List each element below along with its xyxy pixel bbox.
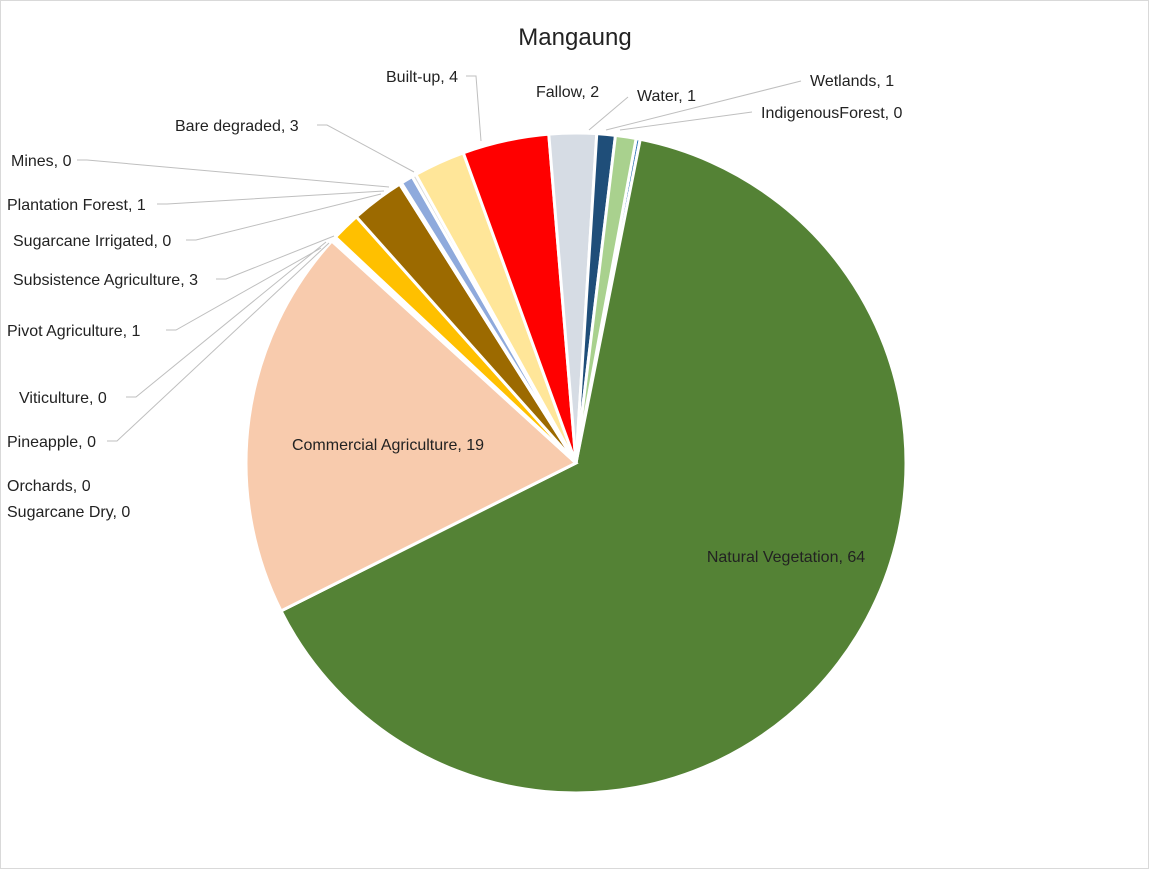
data-label-wetlands: Wetlands, 1 [810, 73, 894, 90]
leader-line-pineapple [107, 242, 330, 442]
pie-slice-commercial-agriculture [244, 238, 579, 613]
leader-line-viticulture [126, 241, 327, 398]
leader-line-subsistence-agriculture [216, 235, 335, 280]
pie-slice-wetlands [574, 133, 638, 464]
pie-slice-natural-vegetation [279, 137, 908, 795]
data-label-subsistence-agriculture: Subsistence Agriculture, 3 [13, 272, 198, 289]
leader-line-water [588, 96, 629, 131]
data-label-water: Water, 1 [637, 88, 696, 105]
data-label-sugarcane-irrigated: Sugarcane Irrigated, 0 [13, 233, 171, 250]
data-label-natural-vegetation: Natural Vegetation, 64 [707, 549, 865, 566]
leader-line-mines [77, 159, 390, 188]
data-label-bare-degraded: Bare degraded, 3 [175, 118, 299, 135]
leader-line-indigenousforest [619, 111, 753, 131]
leader-line-plantation-forest [157, 190, 385, 205]
data-label-viticulture: Viticulture, 0 [19, 390, 107, 407]
data-label-plantation-forest: Plantation Forest, 1 [7, 197, 146, 214]
leader-line-wetlands [605, 80, 802, 131]
leader-line-pivot-agriculture [166, 247, 322, 331]
data-label-pineapple: Pineapple, 0 [7, 434, 96, 451]
data-label-indigenousforest: IndigenousForest, 0 [761, 105, 903, 122]
leader-line-built-up [466, 75, 482, 142]
leader-line-bare-degraded [317, 124, 415, 173]
chart-title: Mangaung [518, 24, 631, 51]
data-label-commercial-agriculture: Commercial Agriculture, 19 [292, 437, 484, 454]
data-label-built-up: Built-up, 4 [386, 69, 458, 86]
data-label-orchards: Orchards, 0 [7, 478, 91, 495]
data-label-sugarcane-dry: Sugarcane Dry, 0 [7, 504, 130, 521]
data-label-mines: Mines, 0 [11, 153, 72, 170]
data-label-pivot-agriculture: Pivot Agriculture, 1 [7, 323, 141, 340]
data-label-fallow: Fallow, 2 [536, 84, 599, 101]
leader-line-sugarcane-irrigated [186, 193, 382, 241]
